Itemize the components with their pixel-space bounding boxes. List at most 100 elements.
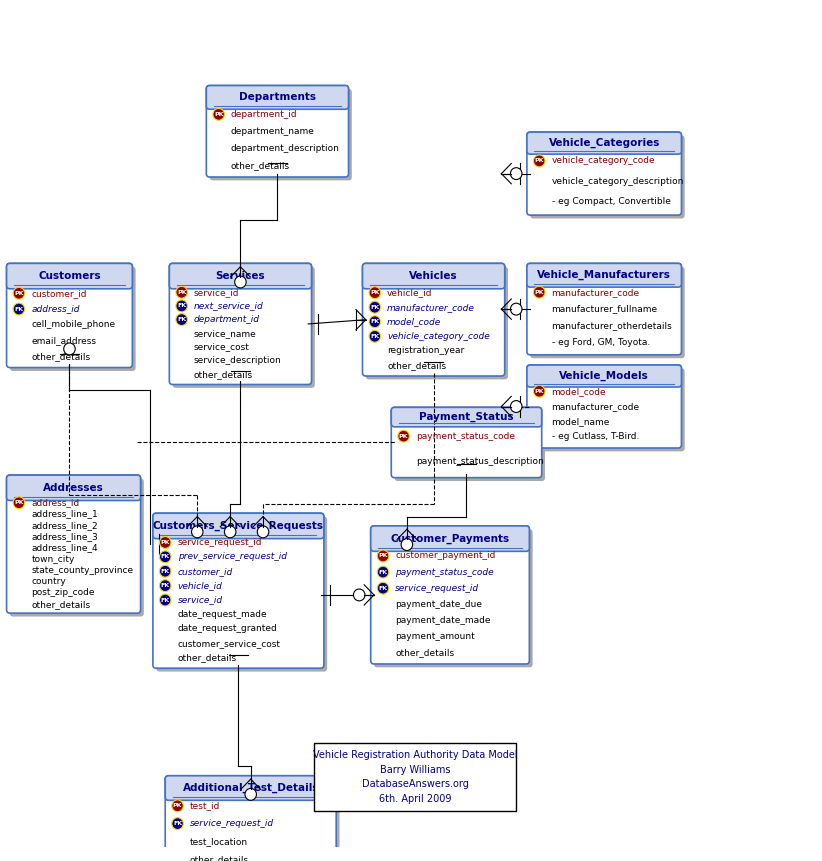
FancyBboxPatch shape — [527, 263, 681, 287]
Text: FK: FK — [160, 569, 170, 573]
FancyBboxPatch shape — [169, 263, 312, 385]
Circle shape — [510, 400, 522, 412]
FancyBboxPatch shape — [169, 263, 312, 288]
Text: date_request_made: date_request_made — [178, 610, 267, 619]
Text: FK: FK — [160, 583, 170, 588]
FancyBboxPatch shape — [10, 479, 144, 616]
Text: - eg Ford, GM, Toyota.: - eg Ford, GM, Toyota. — [552, 338, 650, 348]
Text: department_description: department_description — [231, 144, 339, 152]
Text: PK: PK — [534, 158, 544, 164]
Text: Departments: Departments — [239, 92, 316, 102]
Text: other_details: other_details — [395, 648, 455, 657]
Text: date_request_granted: date_request_granted — [178, 624, 277, 634]
Text: prev_service_request_id: prev_service_request_id — [178, 552, 287, 561]
Text: Customer_Payments: Customer_Payments — [390, 534, 510, 544]
Text: other_details: other_details — [387, 361, 446, 370]
Circle shape — [353, 589, 365, 601]
Text: Vehicle Registration Authority Data Model
Barry Williams
DatabaseAnswers.org
6th: Vehicle Registration Authority Data Mode… — [313, 750, 517, 804]
Text: address_id: address_id — [31, 499, 80, 507]
Circle shape — [369, 287, 381, 299]
FancyBboxPatch shape — [173, 267, 315, 387]
Text: service_id: service_id — [194, 288, 239, 297]
Circle shape — [369, 331, 381, 342]
Text: next_service_id: next_service_id — [194, 301, 264, 311]
Text: PK: PK — [214, 112, 224, 117]
FancyBboxPatch shape — [363, 263, 505, 288]
Text: Vehicle_Manufacturers: Vehicle_Manufacturers — [538, 270, 671, 281]
Text: model_code: model_code — [387, 317, 441, 326]
Text: vehicle_id: vehicle_id — [178, 581, 223, 590]
FancyBboxPatch shape — [7, 475, 141, 500]
Circle shape — [369, 316, 381, 328]
Circle shape — [63, 343, 76, 355]
FancyBboxPatch shape — [391, 407, 542, 427]
Text: service_request_id: service_request_id — [190, 819, 274, 828]
Text: payment_amount: payment_amount — [395, 632, 475, 641]
Circle shape — [533, 286, 545, 298]
FancyBboxPatch shape — [7, 263, 132, 368]
Circle shape — [235, 276, 247, 288]
Text: service_description: service_description — [194, 356, 282, 365]
Text: FK: FK — [177, 303, 187, 308]
FancyBboxPatch shape — [169, 779, 339, 861]
Text: PK: PK — [399, 434, 409, 438]
Text: address_line_3: address_line_3 — [31, 532, 98, 541]
Circle shape — [176, 300, 187, 312]
Text: FK: FK — [160, 554, 170, 560]
Circle shape — [172, 818, 183, 829]
Text: payment_status_description: payment_status_description — [416, 457, 543, 466]
Circle shape — [377, 550, 389, 562]
Circle shape — [159, 566, 171, 577]
Circle shape — [172, 800, 183, 812]
Text: Addresses: Addresses — [44, 483, 104, 492]
Text: PK: PK — [14, 500, 24, 505]
FancyBboxPatch shape — [206, 85, 349, 109]
Text: Customers_Service_Requests: Customers_Service_Requests — [153, 521, 324, 531]
FancyBboxPatch shape — [527, 132, 681, 154]
Text: customer_id: customer_id — [178, 567, 233, 576]
Text: vehicle_id: vehicle_id — [387, 288, 432, 297]
Text: PK: PK — [14, 291, 24, 296]
Circle shape — [13, 497, 25, 509]
Circle shape — [377, 582, 389, 594]
Text: vehicle_category_description: vehicle_category_description — [552, 177, 684, 186]
Text: FK: FK — [378, 585, 388, 591]
Text: FK: FK — [378, 570, 388, 574]
Text: service_request_id: service_request_id — [178, 538, 262, 547]
Text: other_details: other_details — [231, 161, 290, 170]
Text: town_city: town_city — [31, 554, 75, 564]
FancyBboxPatch shape — [527, 132, 681, 215]
FancyBboxPatch shape — [374, 530, 533, 667]
FancyBboxPatch shape — [395, 411, 545, 481]
Circle shape — [369, 301, 381, 313]
Text: PK: PK — [534, 389, 544, 393]
Text: manufacturer_code: manufacturer_code — [387, 303, 475, 312]
Text: manufacturer_code: manufacturer_code — [552, 288, 640, 297]
Circle shape — [192, 526, 203, 538]
Text: - eg Cutlass, T-Bird.: - eg Cutlass, T-Bird. — [552, 432, 639, 442]
Circle shape — [159, 579, 171, 592]
FancyBboxPatch shape — [165, 776, 336, 861]
Circle shape — [224, 526, 236, 538]
Text: post_zip_code: post_zip_code — [31, 588, 95, 598]
FancyBboxPatch shape — [206, 85, 349, 177]
Text: PK: PK — [378, 554, 388, 559]
Text: PK: PK — [173, 803, 182, 808]
Circle shape — [213, 108, 224, 121]
Text: address_line_4: address_line_4 — [31, 543, 98, 552]
Text: FK: FK — [370, 319, 380, 325]
Circle shape — [533, 386, 545, 397]
Text: vehicle_category_code: vehicle_category_code — [387, 331, 490, 341]
FancyBboxPatch shape — [371, 526, 529, 664]
Text: PK: PK — [534, 289, 544, 294]
Text: FK: FK — [160, 598, 170, 603]
Text: Vehicles: Vehicles — [409, 271, 458, 281]
Circle shape — [510, 168, 522, 180]
Text: Additional_Test_Details: Additional_Test_Details — [182, 783, 319, 793]
Circle shape — [176, 287, 187, 298]
FancyBboxPatch shape — [391, 407, 542, 478]
Text: Services: Services — [215, 271, 266, 281]
Text: FK: FK — [173, 821, 182, 826]
Text: other_details: other_details — [190, 855, 249, 861]
Text: customer_id: customer_id — [31, 288, 87, 298]
